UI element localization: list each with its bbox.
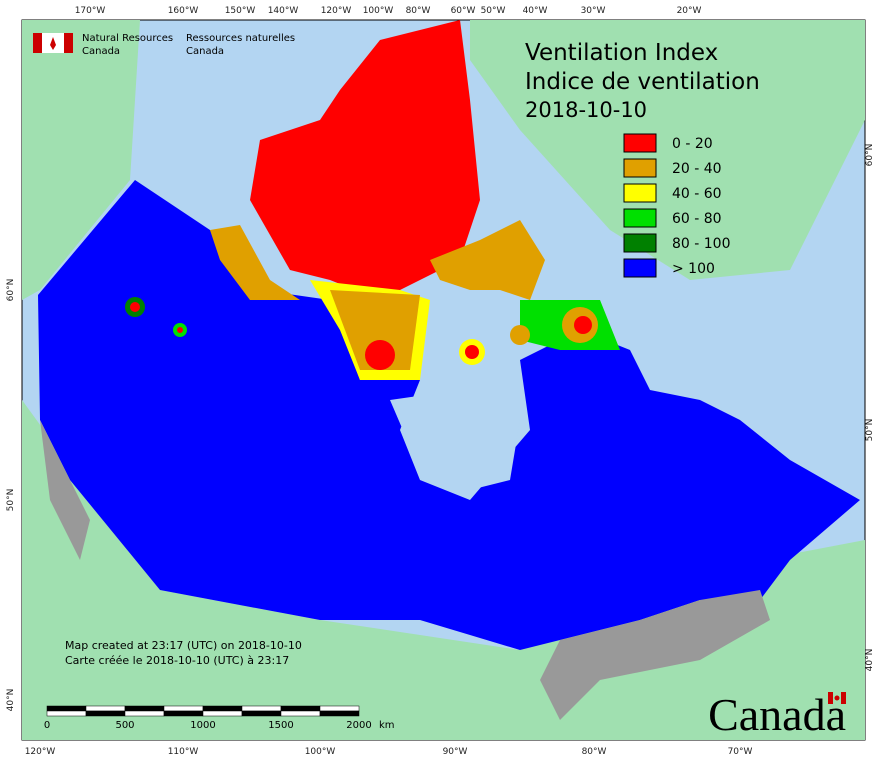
legend-swatch: [623, 158, 657, 178]
org-en-1: Natural Resources: [82, 33, 173, 44]
scale-segment: [202, 705, 243, 712]
lon-label: 80°W: [582, 747, 607, 757]
lon-label: 170°W: [75, 6, 106, 16]
scale-tick: 1000: [190, 720, 215, 731]
lat-label: 40°N: [6, 689, 16, 712]
legend-label: 40 - 60: [672, 186, 722, 202]
legend-label: 60 - 80: [672, 211, 722, 227]
scale-segment: [46, 710, 87, 717]
title-line-1: Ventilation Index: [525, 40, 718, 66]
scale-tick: 0: [44, 720, 50, 731]
wordmark-flag: [828, 692, 846, 704]
lon-label: 140°W: [268, 6, 299, 16]
header-logo: [33, 33, 73, 53]
scale-segment: [280, 710, 321, 717]
lon-label: 150°W: [225, 6, 256, 16]
title-line-2: Indice de ventilation: [525, 69, 760, 95]
org-fr-2: Canada: [186, 46, 224, 57]
wordmark: Canada: [708, 689, 846, 740]
scale-segment: [202, 710, 243, 717]
scale-tick: 2000: [346, 720, 371, 731]
legend-swatch: [623, 233, 657, 253]
scale-segment: [124, 705, 165, 712]
lon-label: 100°W: [305, 747, 336, 757]
legend-swatch: [623, 208, 657, 228]
org-fr-1: Ressources naturelles: [186, 33, 295, 44]
lon-label: 100°W: [363, 6, 394, 16]
scale-unit: km: [379, 720, 395, 731]
legend-swatch: [623, 258, 657, 278]
legend-label: 20 - 40: [672, 161, 722, 177]
title-date: 2018-10-10: [525, 98, 647, 122]
lat-label: 50°N: [865, 419, 875, 442]
scale-segment: [319, 710, 360, 717]
note-en: Map created at 23:17 (UTC) on 2018-10-10: [65, 639, 302, 652]
scale-bar: 0 500 1000 1500 2000 km: [44, 705, 395, 731]
scale-segment: [124, 710, 165, 717]
scale-segment: [280, 705, 321, 712]
scale-segment: [241, 705, 282, 712]
lon-label: 110°W: [168, 747, 199, 757]
legend-label: 80 - 100: [672, 236, 731, 252]
canada-land: [38, 20, 860, 720]
scale-segment: [163, 710, 204, 717]
lon-label: 60°W: [451, 6, 476, 16]
scale-tick: 500: [115, 720, 134, 731]
scale-tick: 1500: [268, 720, 293, 731]
lon-label: 40°W: [523, 6, 548, 16]
lat-label: 60°N: [865, 144, 875, 167]
scale-segment: [85, 705, 126, 712]
lon-label: 50°W: [481, 6, 506, 16]
lon-label: 80°W: [406, 6, 431, 16]
lon-label: 120°W: [321, 6, 352, 16]
legend-label: 0 - 20: [672, 136, 713, 152]
lon-label: 160°W: [168, 6, 199, 16]
lon-label: 70°W: [728, 747, 753, 757]
lat-label: 40°N: [865, 649, 875, 672]
legend-label: > 100: [672, 261, 715, 277]
scale-segment: [46, 705, 87, 712]
lon-label: 20°W: [677, 6, 702, 16]
graticule-labels: 170°W 160°W 150°W 140°W 120°W 100°W 80°W 60°W 50…: [6, 6, 875, 757]
legend-swatch: [623, 183, 657, 203]
lat-label: 50°N: [6, 489, 16, 512]
legend: 0 - 20 20 - 40 40 - 60 60 - 80 80 - 100 > 100: [623, 133, 731, 278]
lon-label: 90°W: [443, 747, 468, 757]
org-en-2: Canada: [82, 46, 120, 57]
lon-label: 120°W: [25, 747, 56, 757]
lon-label: 30°W: [581, 6, 606, 16]
scale-segment: [163, 705, 204, 712]
lat-label: 60°N: [6, 279, 16, 302]
legend-swatch: [623, 133, 657, 153]
scale-segment: [85, 710, 126, 717]
scale-segment: [241, 710, 282, 717]
scale-segment: [319, 705, 360, 712]
note-fr: Carte créée le 2018-10-10 (UTC) à 23:17: [65, 654, 289, 667]
